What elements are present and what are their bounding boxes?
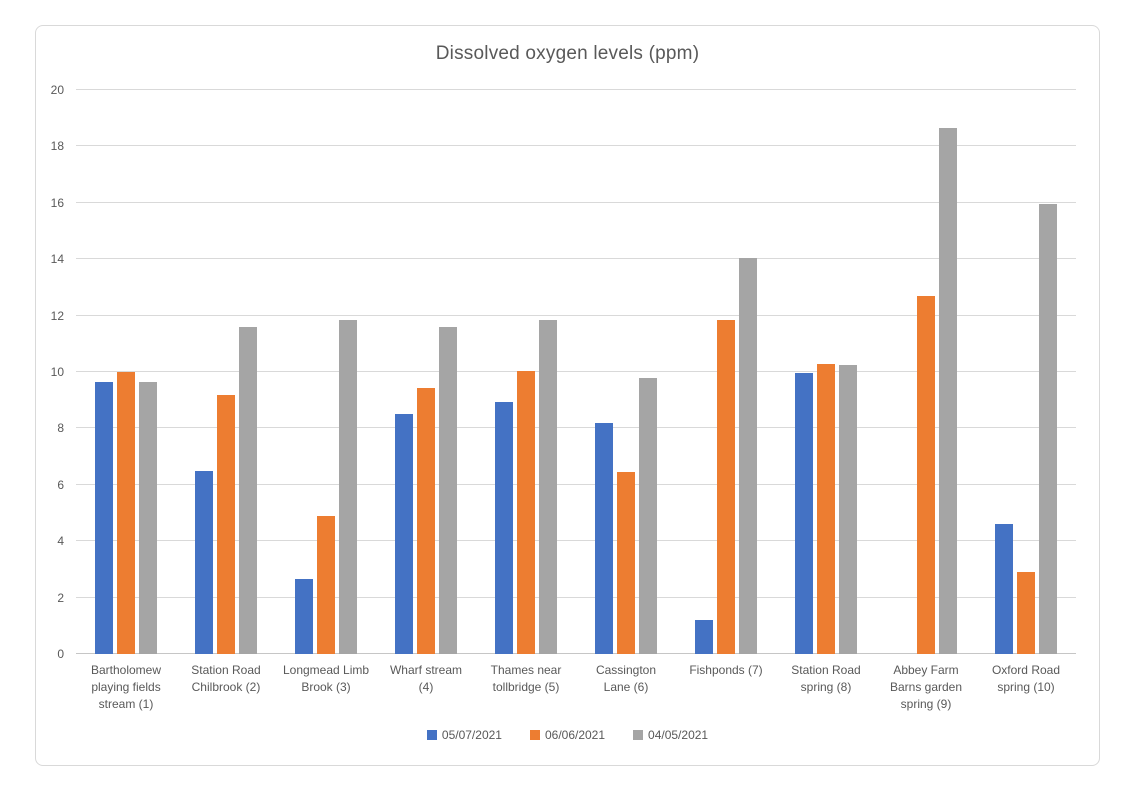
bar-series2-cat2 [217,394,235,654]
bar-series3-cat6 [639,377,657,654]
gridline [76,145,1076,147]
y-tick-label: 20 [50,83,64,97]
legend-item-series1: 05/07/2021 [426,728,502,742]
category-label: Thames near tollbridge (5) [490,663,562,694]
y-tick-label: 6 [57,477,64,492]
bar-series2-cat4 [417,387,435,654]
bar-group [676,90,776,654]
y-tick-label: 16 [50,195,64,210]
category-label: Abbey Farm Barns garden spring (9) [889,663,963,711]
bar-group [976,90,1076,654]
chart-title: Dissolved oxygen levels (ppm) [435,43,700,64]
y-tick-label: 10 [50,365,64,379]
legend-item-series3: 04/05/2021 [633,728,708,742]
gridline [76,483,1076,485]
bar-series1-cat3 [295,579,313,654]
bar-group [376,90,476,654]
bar-series3-cat10 [1039,204,1057,654]
bar-series3-cat8 [839,364,857,654]
y-tick-label: 2 [57,590,64,605]
bar-series1-cat8 [795,373,813,654]
bar-series2-cat6 [617,472,635,654]
bar-series3-cat4 [439,326,457,654]
category-label: Wharf stream (4) [389,663,462,694]
category-label: Station Road spring (8) [791,663,861,694]
gridline [76,540,1076,542]
bar-series1-cat4 [395,414,413,654]
bar-group [76,90,176,654]
y-tick-label: 14 [50,252,64,267]
y-tick-label: 12 [50,308,64,323]
bar-series3-cat2 [239,326,257,654]
bar-group [776,90,876,654]
gridline [76,258,1076,260]
gridline [76,314,1076,316]
y-tick-label: 18 [50,139,64,154]
x-axis-line [76,653,1076,654]
bar-group [876,90,976,654]
category-label: Bartholomew playing fields stream (1) [90,663,162,711]
bar-series3-cat1 [139,381,157,654]
bar-series3-cat3 [339,319,357,654]
bar-series2-cat1 [117,372,135,654]
bar-series2-cat10 [1017,572,1035,654]
category-label: Longmead Limb Brook (3) [282,663,370,694]
bar-series1-cat5 [495,401,513,654]
bar-series1-cat6 [595,422,613,654]
bar-series1-cat1 [95,381,113,654]
plot-area [76,89,1076,654]
legend-item-series2: 06/06/2021 [529,728,606,742]
legend-label: 05/07/2021 [441,728,502,742]
bar-series3-cat7 [739,257,757,654]
category-label: Station Road Chilbrook (2) [191,663,261,694]
bar-series2-cat9 [917,295,935,654]
bar-series1-cat10 [995,524,1013,654]
legend-swatch-icon [633,730,644,740]
bar-group [576,90,676,654]
y-tick-label: 0 [57,647,64,661]
chart-frame: Dissolved oxygen levels (ppm) 0 2 4 6 8 10 12 1… [35,25,1100,766]
bar-group [176,90,276,654]
gridline [76,427,1076,429]
legend-label: 06/06/2021 [544,728,606,742]
bar-series2-cat5 [517,370,535,654]
bar-group [276,90,376,654]
category-label: Oxford Road spring (10) [991,663,1061,694]
bar-series2-cat3 [317,515,335,654]
category-label: Cassington Lane (6) [595,663,657,694]
gridline [76,89,1076,90]
gridline [76,596,1076,598]
gridline [76,371,1076,372]
bar-group [476,90,576,654]
bar-series1-cat7 [695,620,713,654]
bar-series2-cat7 [717,319,735,654]
bar-series3-cat9 [939,128,957,654]
gridline [76,201,1076,203]
bar-series2-cat8 [817,363,835,654]
legend-swatch-icon [529,730,540,740]
y-tick-label: 4 [57,534,64,549]
y-tick-label: 8 [57,421,64,436]
category-label: Fishponds (7) [689,663,763,677]
legend-label: 04/05/2021 [648,728,709,742]
legend: 05/07/2021 06/06/2021 04/05/2021 [36,728,1099,742]
bar-series3-cat5 [539,319,557,654]
bar-series1-cat2 [195,470,213,654]
legend-swatch-icon [426,730,437,740]
